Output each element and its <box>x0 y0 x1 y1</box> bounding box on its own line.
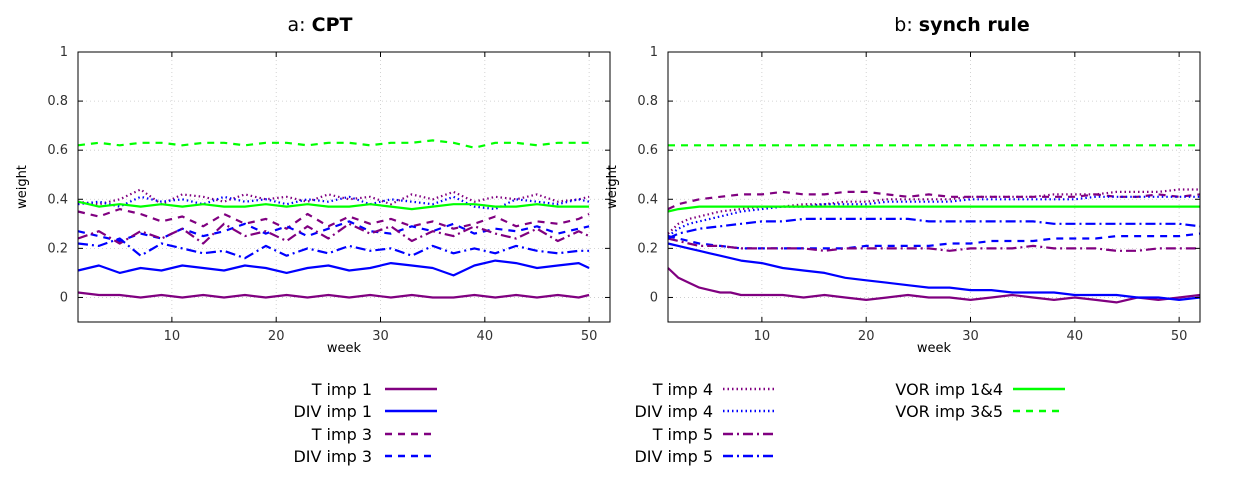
x-tick-label: 50 <box>1171 329 1188 344</box>
series-line-div-imp-1 <box>77 259 590 277</box>
series-line-t-imp-3 <box>667 190 1201 211</box>
legend-label: T imp 1 <box>311 380 372 399</box>
legend-label: DIV imp 5 <box>634 447 713 466</box>
x-tick-label: 30 <box>372 329 389 344</box>
x-tick-label: 40 <box>477 329 494 344</box>
panel-label: b: <box>894 14 919 36</box>
x-tick-label: 50 <box>581 329 598 344</box>
y-tick-label: 0 <box>60 290 68 305</box>
y-tick-label: 0.4 <box>47 192 68 207</box>
legend-label: DIV imp 1 <box>293 402 372 421</box>
x-tick-label: 10 <box>754 329 771 344</box>
y-tick-label: 1 <box>650 45 658 60</box>
y-tick-label: 0.2 <box>47 241 68 256</box>
series-line-div-imp-3 <box>77 220 590 243</box>
panel-title: synch rule <box>919 14 1030 36</box>
panel-title: CPT <box>312 14 353 36</box>
legend-item-vor-imp-3-5: VOR imp 3&5 <box>895 402 1065 421</box>
series-line-div-imp-1 <box>667 242 1201 301</box>
legend-label: T imp 5 <box>652 425 713 444</box>
y-tick-label: 1 <box>60 45 68 60</box>
y-tick-label: 0 <box>650 290 658 305</box>
y-axis-label: weight <box>605 165 620 209</box>
series-line-t-imp-1 <box>77 291 590 299</box>
series-line-t-imp-4 <box>667 188 1200 235</box>
series-line-vor-imp-3-5 <box>77 139 590 149</box>
series-line-t-imp-5 <box>667 237 1200 252</box>
x-tick-label: 30 <box>962 329 979 344</box>
plot-frame <box>77 51 611 323</box>
x-tick-label: 20 <box>858 329 875 344</box>
series-line-t-imp-3 <box>77 208 590 230</box>
series-line-div-imp-5 <box>667 217 1201 240</box>
x-tick-label: 40 <box>1067 329 1084 344</box>
legend-item-t-imp-1: T imp 1 <box>311 380 437 399</box>
legend-item-div-imp-1: DIV imp 1 <box>293 402 437 421</box>
legend-label: VOR imp 3&5 <box>895 402 1003 421</box>
series-line-div-imp-4 <box>77 195 590 211</box>
legend-label: VOR imp 1&4 <box>895 380 1003 399</box>
y-axis-label: weight <box>15 165 30 209</box>
legend-item-div-imp-5: DIV imp 5 <box>634 447 775 466</box>
y-tick-label: 0.8 <box>637 94 658 109</box>
series-line-vor-imp-1-4 <box>77 200 590 211</box>
panel-a: 10 20 30 40 50 0 0.2 0.4 0.6 0.8 1 week weight a: CPT <box>15 14 611 356</box>
y-tick-label: 0.6 <box>637 143 658 158</box>
legend-item-div-imp-3: DIV imp 3 <box>293 447 437 466</box>
legend-label: T imp 4 <box>652 380 713 399</box>
legend-item-vor-imp-1-4: VOR imp 1&4 <box>895 380 1065 399</box>
series-line-t-imp-4 <box>77 188 590 206</box>
legend-item-div-imp-4: DIV imp 4 <box>634 402 775 421</box>
x-axis-label: week <box>327 341 362 356</box>
x-tick-label: 10 <box>164 329 181 344</box>
x-axis-label: week <box>917 341 952 356</box>
legend-item-t-imp-4: T imp 4 <box>652 380 775 399</box>
series-line-div-imp-5 <box>77 237 590 260</box>
y-tick-label: 0.2 <box>637 241 658 256</box>
y-tick-label: 0.6 <box>47 143 68 158</box>
legend: T imp 1 DIV imp 1 T imp 3 DIV imp 3 T imp 4 D… <box>293 380 1065 466</box>
chart-title: b: synch rule <box>894 14 1029 36</box>
y-tick-label: 0.4 <box>637 192 658 207</box>
legend-label: T imp 3 <box>311 425 372 444</box>
series-line-t-imp-5 <box>77 222 590 245</box>
chart-title: a: CPT <box>288 14 353 36</box>
series-line-div-imp-4 <box>667 195 1200 237</box>
panel-b: 10 20 30 40 50 0 0.2 0.4 0.6 0.8 1 week weight b: syn… <box>605 14 1201 356</box>
legend-label: DIV imp 3 <box>293 447 372 466</box>
series-line-div-imp-3 <box>667 232 1201 250</box>
legend-label: DIV imp 4 <box>634 402 713 421</box>
series-line-t-imp-1 <box>667 267 1201 304</box>
series-line-vor-imp-1-4 <box>667 205 1200 213</box>
legend-item-t-imp-3: T imp 3 <box>311 425 437 444</box>
x-tick-label: 20 <box>268 329 285 344</box>
plot-frame <box>667 51 1201 323</box>
legend-item-t-imp-5: T imp 5 <box>652 425 775 444</box>
y-tick-label: 0.8 <box>47 94 68 109</box>
panel-label: a: <box>288 14 312 36</box>
